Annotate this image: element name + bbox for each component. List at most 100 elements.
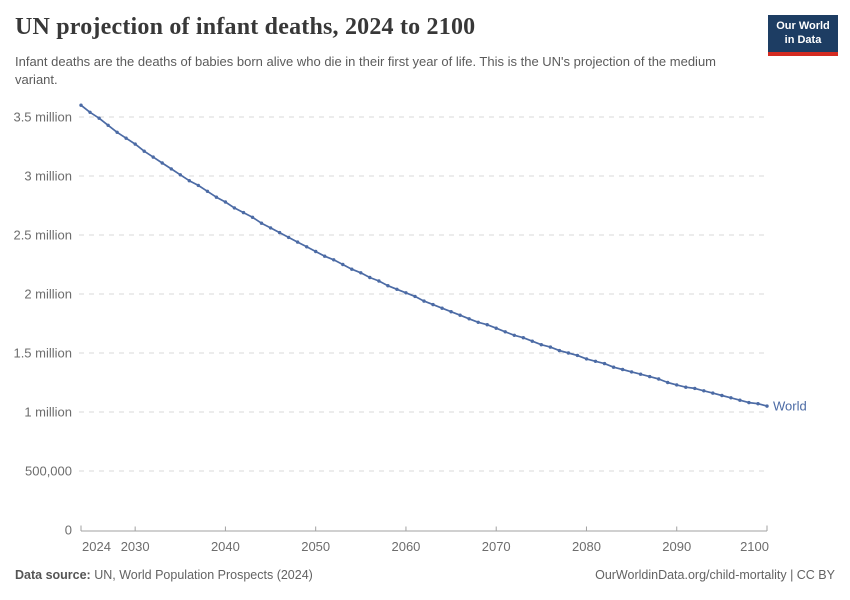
owid-logo[interactable]: Our World in Data xyxy=(768,15,838,56)
y-tick-label: 1.5 million xyxy=(13,346,72,361)
data-point xyxy=(557,348,562,353)
data-point xyxy=(151,155,155,159)
data-point xyxy=(666,380,670,385)
data-point xyxy=(684,385,688,389)
data-point xyxy=(404,291,408,295)
data-point xyxy=(160,161,164,165)
data-point xyxy=(350,267,354,271)
x-tick-label: 2080 xyxy=(572,539,601,554)
data-point xyxy=(629,370,634,374)
x-tick-label: 2100 xyxy=(740,539,769,554)
data-point xyxy=(97,116,101,120)
y-tick-label: 0 xyxy=(65,523,72,538)
data-point xyxy=(449,310,453,314)
data-point xyxy=(178,173,182,177)
data-point xyxy=(503,330,507,334)
data-point xyxy=(485,323,489,327)
data-point xyxy=(648,374,652,379)
data-point xyxy=(431,302,435,307)
data-point xyxy=(756,402,760,406)
data-point xyxy=(88,110,92,115)
license-credit[interactable]: OurWorldinData.org/child-mortality | CC … xyxy=(595,568,835,582)
data-point xyxy=(747,400,751,405)
data-point xyxy=(232,206,237,210)
data-point xyxy=(323,254,327,258)
data-point xyxy=(657,377,661,381)
data-point xyxy=(566,351,571,355)
data-point xyxy=(530,339,534,343)
x-tick-label: 2040 xyxy=(211,539,240,554)
data-point xyxy=(214,195,219,199)
data-point xyxy=(142,149,146,153)
data-point xyxy=(305,245,309,249)
data-point xyxy=(196,183,200,188)
data-point xyxy=(584,357,589,361)
data-point xyxy=(223,200,228,204)
data-point xyxy=(241,210,246,215)
data-point xyxy=(548,345,553,349)
data-point xyxy=(693,386,697,391)
chart-title: UN projection of infant deaths, 2024 to … xyxy=(15,14,476,40)
data-point xyxy=(295,240,300,244)
data-point xyxy=(386,284,390,288)
data-point xyxy=(133,142,137,146)
chart-footer: Data source: UN, World Population Prospe… xyxy=(15,568,835,582)
data-point xyxy=(368,275,372,280)
data-point xyxy=(593,359,598,363)
owid-logo-line2: in Data xyxy=(784,34,822,47)
data-point xyxy=(341,262,345,267)
data-point xyxy=(602,361,607,366)
data-point xyxy=(277,230,282,235)
data-point xyxy=(467,317,471,321)
data-point xyxy=(476,320,480,324)
data-point xyxy=(575,353,580,358)
owid-logo-line1: Our World xyxy=(776,20,830,32)
data-point xyxy=(638,372,643,376)
data-point xyxy=(494,326,498,330)
data-source-note: Data source: UN, World Population Prospe… xyxy=(15,568,313,582)
data-point xyxy=(79,103,83,107)
data-point xyxy=(286,235,291,240)
y-tick-label: 3.5 million xyxy=(13,110,72,125)
data-point xyxy=(702,389,706,393)
data-point xyxy=(359,271,363,275)
data-point xyxy=(187,179,191,183)
data-source-label: Data source: xyxy=(15,568,91,582)
data-point xyxy=(332,258,336,262)
data-point xyxy=(521,336,525,340)
data-point xyxy=(413,294,417,299)
y-tick-label: 1 million xyxy=(24,405,72,420)
data-point xyxy=(458,313,462,317)
x-tick-label: 2050 xyxy=(301,539,330,554)
projection-line[interactable] xyxy=(80,104,768,407)
data-point xyxy=(106,123,110,128)
data-point xyxy=(124,136,128,140)
x-tick-label: 2030 xyxy=(121,539,150,554)
data-point xyxy=(395,287,399,291)
data-point xyxy=(720,393,724,398)
series-label-world[interactable]: World xyxy=(773,399,807,414)
y-tick-label: 2.5 million xyxy=(13,228,72,243)
data-point xyxy=(620,367,625,372)
data-point xyxy=(115,130,119,134)
y-tick-label: 500,000 xyxy=(25,464,72,479)
x-tick-label: 2070 xyxy=(482,539,511,554)
data-point xyxy=(268,226,273,230)
data-point xyxy=(314,249,318,254)
chart-header: UN projection of infant deaths, 2024 to … xyxy=(15,14,750,88)
data-point xyxy=(512,333,516,337)
x-tick-label: 2090 xyxy=(662,539,691,554)
data-point xyxy=(250,215,255,219)
data-point xyxy=(205,189,210,193)
chart-subtitle: Infant deaths are the deaths of babies b… xyxy=(15,54,717,87)
data-point xyxy=(738,398,742,402)
data-point xyxy=(377,279,381,283)
data-point xyxy=(259,221,264,225)
data-point xyxy=(611,365,616,369)
y-tick-label: 3 million xyxy=(24,169,72,184)
data-point xyxy=(539,343,543,347)
y-tick-label: 2 million xyxy=(24,287,72,302)
x-tick-label: 2024 xyxy=(82,539,111,554)
data-source-text: UN, World Population Prospects (2024) xyxy=(90,568,313,582)
